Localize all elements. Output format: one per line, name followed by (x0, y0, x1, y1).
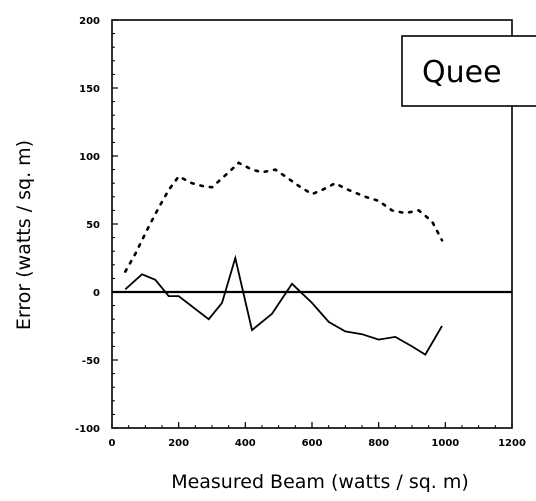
ticks-group: 0 200 400 600 800 1000 1200 -100 -50 0 50 100 150 200 (75, 16, 526, 449)
y-tick-label: 150 (79, 84, 100, 95)
y-tick-label: 200 (79, 16, 100, 27)
y-tick-label: -100 (75, 424, 100, 435)
annotation-text: Quee (422, 55, 502, 90)
series-solid-line (124, 254, 443, 356)
x-tick-label: 600 (302, 438, 323, 449)
y-tick-label: 0 (93, 288, 100, 299)
y-tick-label: 100 (79, 152, 100, 163)
y-tick-label: -50 (82, 356, 100, 367)
x-tick-label: 800 (368, 438, 389, 449)
y-axis-title: Error (watts / sq. m) (13, 140, 35, 330)
x-tick-label: 0 (109, 438, 116, 449)
series-group (124, 161, 444, 356)
x-tick-label: 400 (235, 438, 256, 449)
annotation-box: Quee (401, 35, 536, 107)
series-dotted-line (124, 161, 444, 273)
x-tick-label: 1200 (498, 438, 526, 449)
y-tick-label: 50 (86, 220, 100, 231)
x-tick-label: 200 (168, 438, 189, 449)
x-tick-label: 1000 (431, 438, 459, 449)
annotation-box-frame (401, 35, 536, 107)
x-axis-title: Measured Beam (watts / sq. m) (171, 471, 469, 493)
